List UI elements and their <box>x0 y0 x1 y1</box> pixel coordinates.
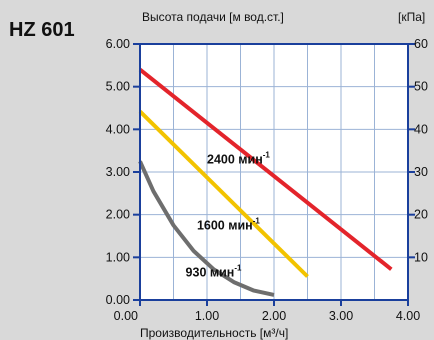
y-right-tick-label: 50 <box>414 80 428 94</box>
series-line-0 <box>138 68 393 271</box>
x-tick-label: 0.00 <box>114 309 138 323</box>
x-tick-label: 4.00 <box>396 309 420 323</box>
axis-ticks: 0.00 1.00 2.00 3.00 4.00 5.00 6.00 10 20 30 40 50 60… <box>106 37 428 323</box>
y-left-tick-label: 5.00 <box>106 80 130 94</box>
series-label-2: 930 мин-1 <box>186 264 242 280</box>
x-axis-title: Производительность [м³/ч] <box>140 326 288 340</box>
curve-labels: 2400 мин-1 1600 мин-1 930 мин-1 <box>186 150 271 279</box>
series-label-0: 2400 мин-1 <box>207 150 270 166</box>
y-axis-left-title: Высота подачи [м вод.ст.] <box>142 10 284 24</box>
series-label-1: 1600 мин-1 <box>197 217 260 233</box>
y-left-tick-label: 6.00 <box>106 37 130 51</box>
y-left-tick-label: 2.00 <box>106 208 130 222</box>
y-left-tick-label: 1.00 <box>106 250 130 264</box>
model-title: HZ 601 <box>9 19 75 41</box>
y-right-tick-label: 60 <box>414 37 428 51</box>
y-right-tick-label: 10 <box>414 250 428 264</box>
y-right-tick-label: 30 <box>414 165 428 179</box>
y-right-tick-label: 20 <box>414 208 428 222</box>
x-tick-label: 3.00 <box>329 309 353 323</box>
y-left-tick-label: 3.00 <box>106 165 130 179</box>
series-line-2 <box>138 160 275 297</box>
y-left-tick-label: 4.00 <box>106 122 130 136</box>
series-line-1 <box>138 109 309 278</box>
series-lines <box>138 68 393 297</box>
y-left-tick-label: 0.00 <box>106 293 130 307</box>
y-axis-right-title: [кПа] <box>398 10 425 24</box>
x-tick-label: 2.00 <box>262 309 286 323</box>
x-tick-label: 1.00 <box>195 309 219 323</box>
y-right-tick-label: 40 <box>414 122 428 136</box>
